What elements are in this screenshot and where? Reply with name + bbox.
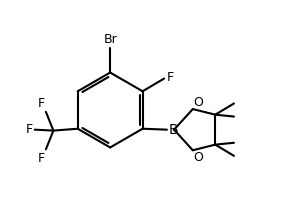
- Text: F: F: [38, 152, 45, 165]
- Text: B: B: [168, 123, 178, 137]
- Text: Br: Br: [103, 33, 117, 46]
- Text: F: F: [38, 97, 45, 110]
- Text: F: F: [25, 123, 32, 136]
- Text: F: F: [166, 71, 174, 84]
- Text: O: O: [193, 151, 203, 164]
- Text: O: O: [193, 95, 203, 108]
